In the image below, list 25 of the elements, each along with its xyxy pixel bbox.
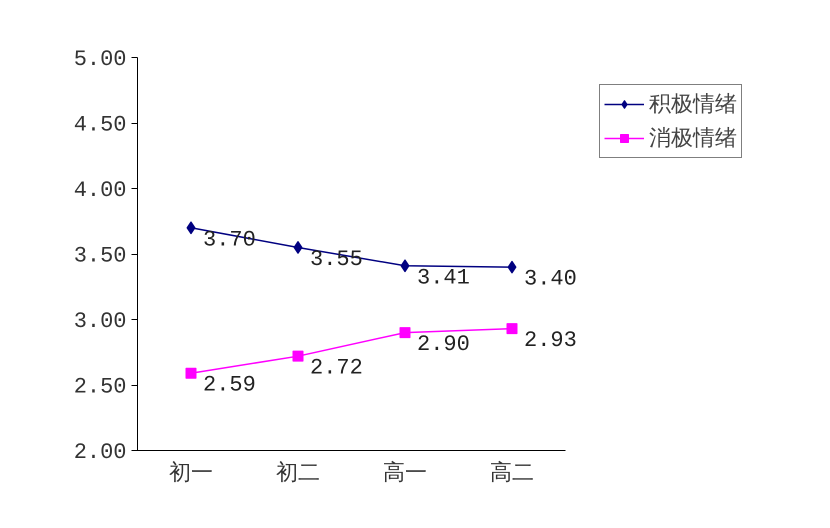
point — [292, 350, 304, 362]
legend-label: 消极情绪 — [649, 124, 737, 152]
y-tick-label: 4.00 — [74, 178, 127, 203]
point — [400, 327, 410, 338]
y-tick-label: 3.50 — [74, 244, 127, 268]
x-tick-label: 初二 — [276, 460, 320, 486]
data-label: 3.55 — [310, 246, 363, 272]
point — [506, 323, 518, 334]
y-tick-label: 4.50 — [74, 112, 127, 138]
data-label: 3.40 — [524, 266, 577, 292]
data-label: 2.90 — [417, 332, 470, 358]
y-tick-label: 2.50 — [74, 374, 127, 400]
y-tick-label: 5.00 — [74, 47, 127, 72]
x-tick-label: 高一 — [383, 460, 427, 486]
y-tick-label: 2.00 — [74, 440, 127, 465]
point — [186, 368, 196, 379]
data-label: 2.59 — [203, 372, 256, 398]
x-tick-label: 初一 — [169, 460, 213, 486]
data-label: 3.70 — [203, 227, 256, 252]
data-label: 2.72 — [310, 356, 363, 381]
data-label: 2.93 — [524, 328, 577, 354]
x-tick-label: 高二 — [490, 460, 534, 486]
legend-label: 积极情绪 — [649, 90, 737, 118]
data-label: 3.41 — [417, 265, 470, 290]
y-tick-label: 3.00 — [74, 309, 127, 334]
